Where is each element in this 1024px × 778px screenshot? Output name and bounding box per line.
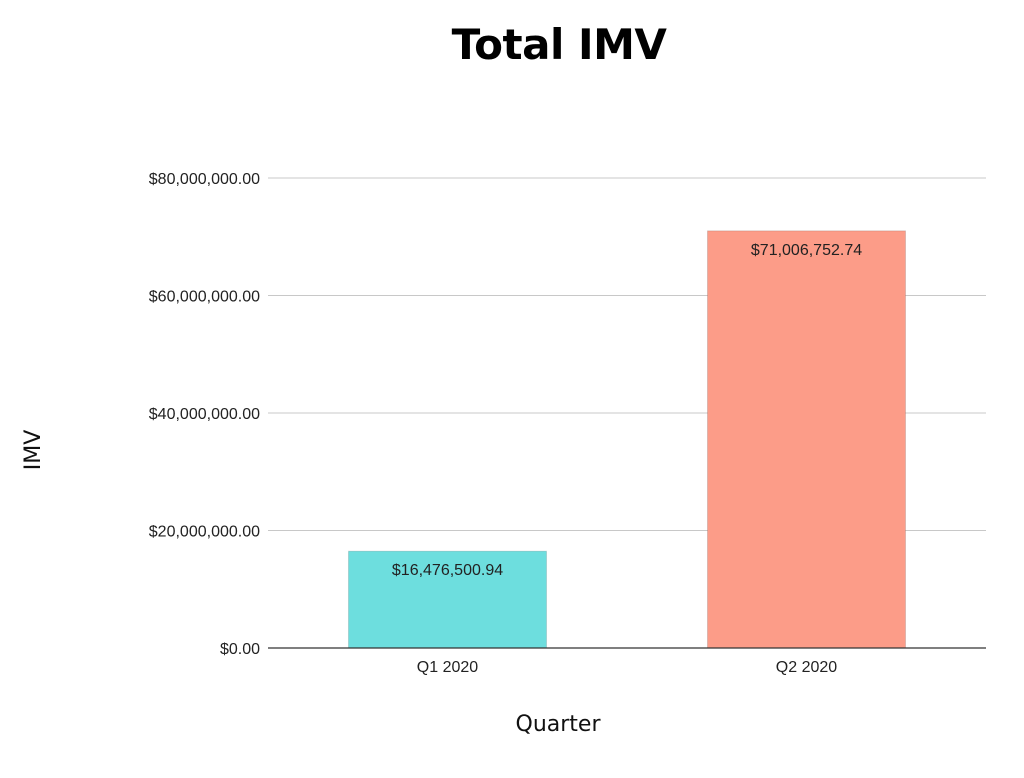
y-tick-label: $60,000,000.00 [149,289,260,306]
data-label: $16,476,500.94 [392,562,503,579]
x-axis-ticks: Q1 2020 Q2 2020 [417,659,837,676]
bar [707,230,906,649]
y-tick-label: $0.00 [220,641,260,658]
bars [348,230,906,649]
x-axis-label: Quarter [516,712,602,737]
y-tick-label: $20,000,000.00 [149,524,260,541]
data-label: $71,006,752.74 [751,242,862,259]
chart-title: Total IMV [451,20,667,69]
data-labels: $16,476,500.94 $71,006,752.74 [392,242,862,579]
y-tick-label: $80,000,000.00 [149,171,260,188]
y-axis-label: IMV [21,430,46,471]
x-tick-label: Q2 2020 [776,659,837,676]
y-axis-ticks: $0.00 $20,000,000.00 $40,000,000.00 $60,000… [149,171,260,658]
x-tick-label: Q1 2020 [417,659,478,676]
y-tick-label: $40,000,000.00 [149,406,260,423]
